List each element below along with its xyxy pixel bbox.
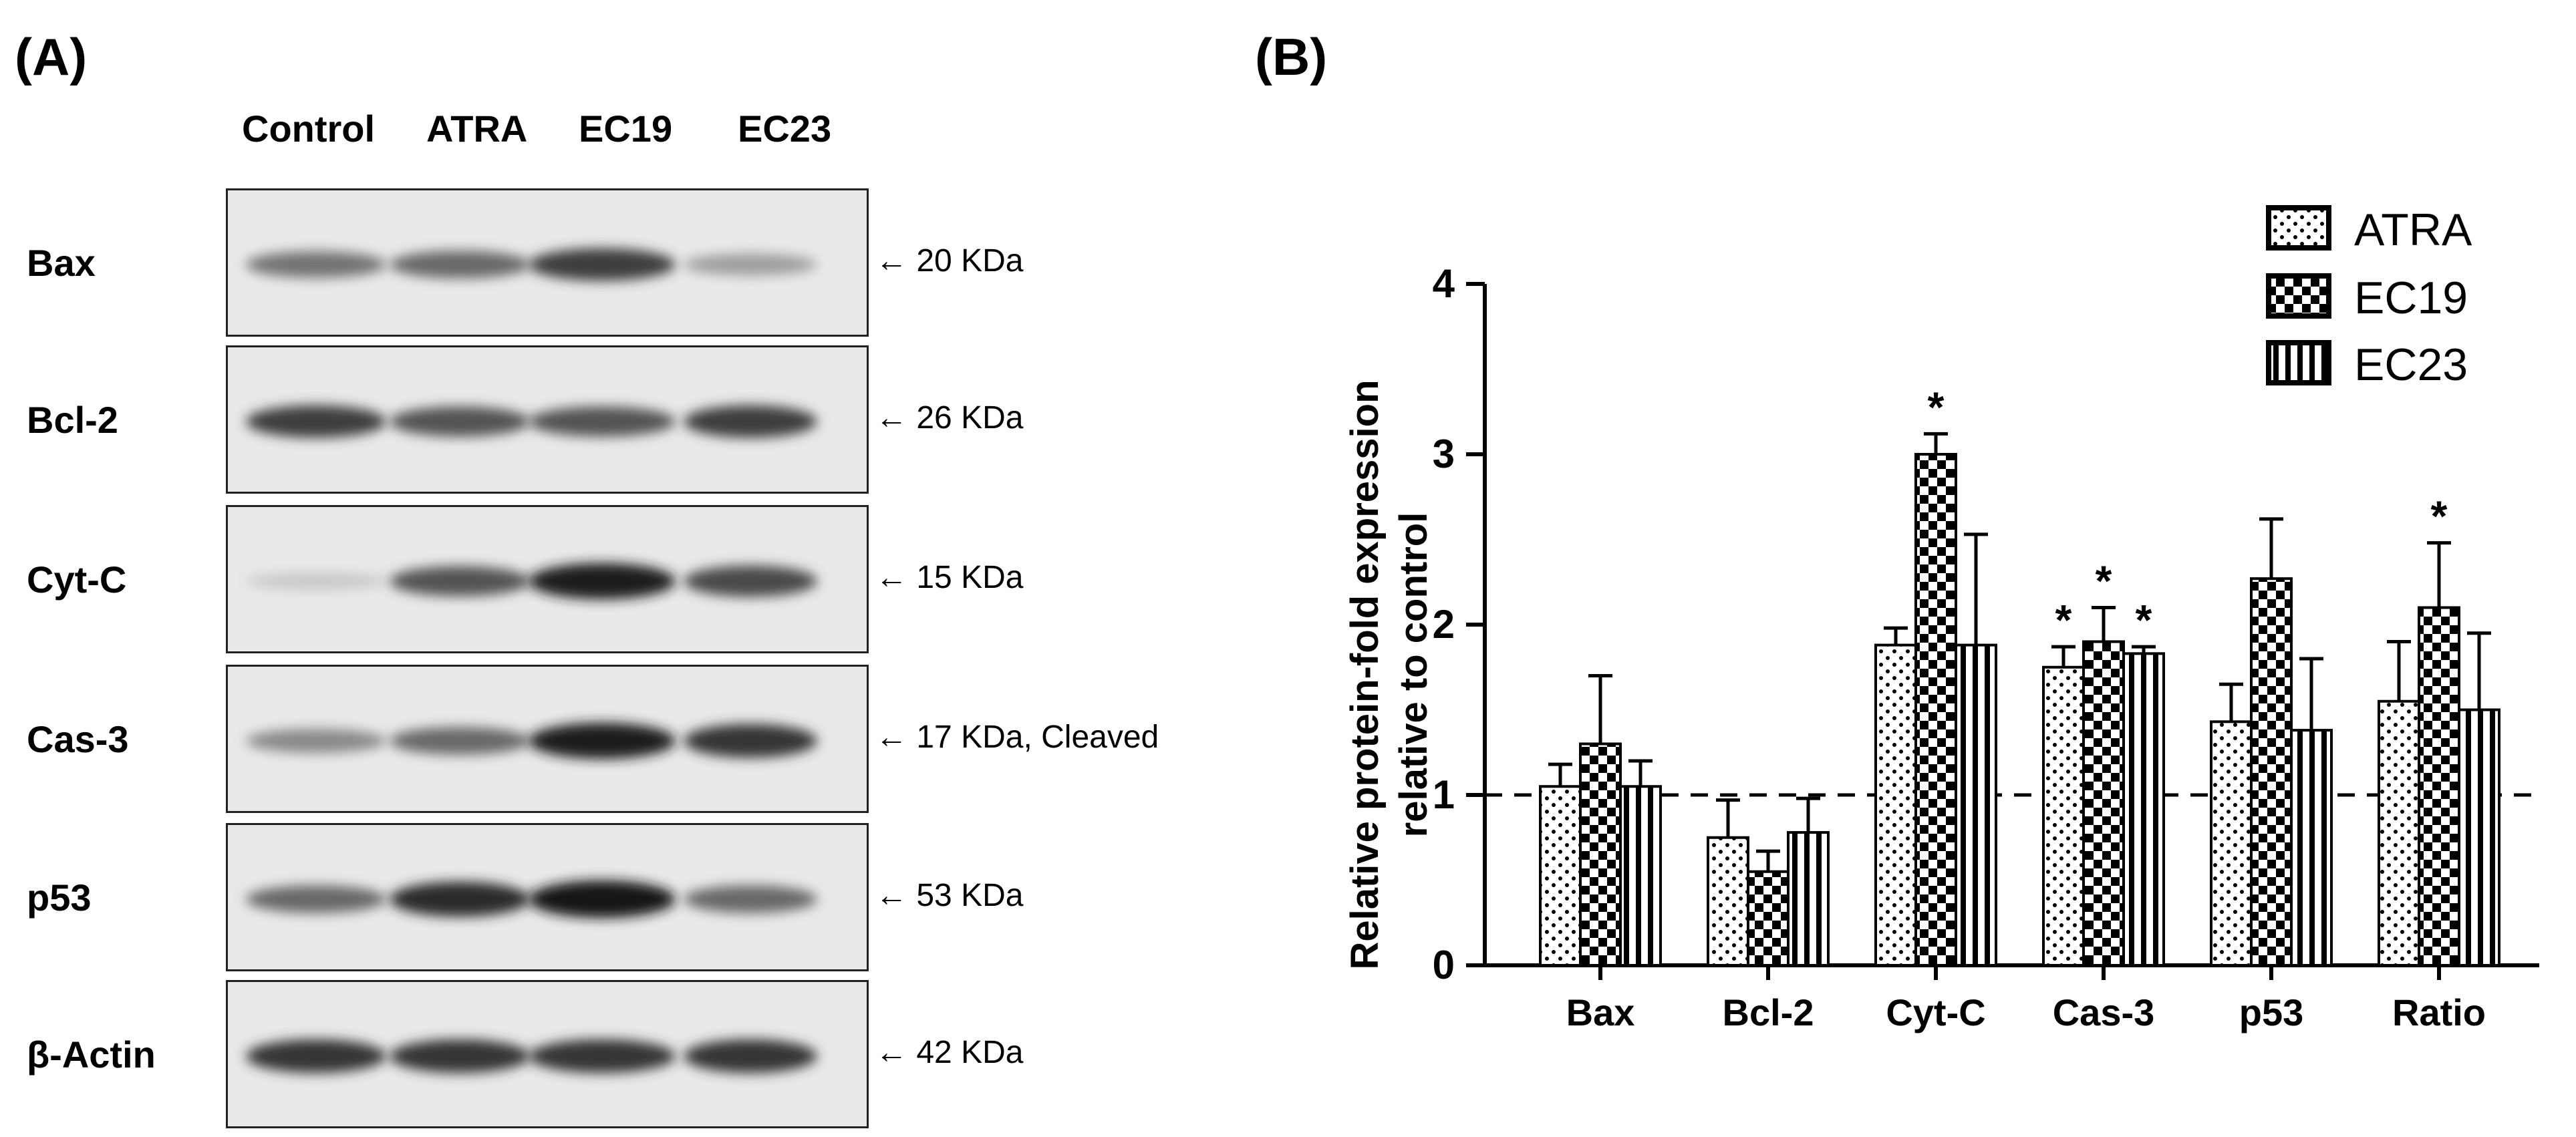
blot-band [684, 723, 817, 758]
bar-ec23-p53 [2290, 729, 2333, 967]
blot-p53 [226, 823, 869, 971]
blot-band [246, 251, 386, 278]
blot-band [684, 253, 817, 276]
bar-atra-ratio [2378, 699, 2420, 967]
blot-band [684, 565, 817, 597]
bar-atra-bax [1539, 785, 1582, 967]
protein-label: Cas-3 [27, 718, 129, 760]
blot-band [390, 1039, 530, 1074]
x-tick-label: p53 [2239, 991, 2304, 1033]
legend-label-ec23: EC23 [2354, 339, 2468, 390]
bar-atra-cyt-c [1874, 643, 1917, 967]
blot-band [684, 885, 817, 913]
blot-band [390, 881, 530, 917]
x-tick-label: Bcl-2 [1723, 991, 1814, 1033]
lane-label-atra: ATRA [426, 108, 528, 150]
molecular-weight-label: ← 26 KDa [875, 400, 1024, 436]
x-tick-label: Cas-3 [2053, 991, 2155, 1033]
y-tick-label: 3 [1433, 432, 1455, 476]
panel-b-label: (B) [1255, 27, 1328, 86]
blot-cas-3 [226, 665, 869, 813]
significance-marker: * [1928, 383, 1945, 431]
protein-label: β-Actin [27, 1033, 156, 1076]
blot-cyt-c [226, 505, 869, 653]
bar-ec23-cyt-c [1955, 643, 1997, 967]
blot-band [529, 1039, 676, 1074]
x-tick-label: Ratio [2392, 991, 2486, 1033]
molecular-weight-label: ← 53 KDa [875, 878, 1024, 913]
blot-band [684, 1039, 817, 1074]
protein-label: Cyt-C [27, 558, 127, 601]
y-tick-label: 2 [1433, 602, 1455, 647]
protein-label: p53 [27, 876, 92, 919]
significance-marker: * [2136, 596, 2152, 644]
panel-a-label: (A) [15, 27, 88, 86]
y-axis-label-line2: relative to control [1392, 512, 1435, 838]
blot-bcl-2 [226, 345, 869, 494]
bar-ec19-ratio [2418, 606, 2460, 967]
molecular-weight-label: ← 17 KDa, Cleaved [875, 719, 1159, 755]
blot-band [246, 405, 386, 438]
blot-band [529, 562, 676, 600]
legend-swatch-ec23 [2266, 340, 2331, 385]
legend-label-atra: ATRA [2354, 204, 2472, 255]
lane-label-ec19: EC19 [579, 108, 673, 150]
blot-band [246, 885, 386, 913]
blot-band [246, 1039, 386, 1074]
bar-ec19-bcl-2 [1747, 870, 1790, 967]
y-axis-label-line1: Relative protein-fold expression [1343, 379, 1387, 969]
x-tick-label: Bax [1566, 991, 1635, 1033]
blot-band [246, 573, 386, 590]
x-tick-label: Cyt-C [1886, 991, 1985, 1033]
blot-band [529, 722, 676, 760]
bar-ec19-cas-3 [2082, 640, 2125, 967]
bar-ec23-ratio [2458, 708, 2500, 967]
bar-atra-cas-3 [2042, 665, 2085, 967]
blot-band [684, 405, 817, 438]
bar-ec19-p53 [2250, 577, 2293, 967]
molecular-weight-label: ← 15 KDa [875, 560, 1024, 595]
blot-band [246, 728, 386, 754]
lane-label-control: Control [242, 108, 376, 150]
blot-band [390, 566, 530, 597]
legend-label-ec19: EC19 [2354, 273, 2468, 323]
molecular-weight-label: ← 20 KDa [875, 243, 1024, 279]
blot-band [390, 406, 530, 437]
blot-band [529, 880, 676, 918]
blot--actin [226, 980, 869, 1128]
blot-band [390, 727, 530, 755]
legend-swatch-atra [2266, 205, 2331, 251]
legend-swatch-ec19 [2266, 273, 2331, 319]
blot-band [529, 248, 676, 281]
y-tick-label: 4 [1433, 261, 1455, 306]
significance-marker: * [2431, 492, 2448, 540]
significance-marker: * [2096, 557, 2112, 605]
protein-label: Bcl-2 [27, 399, 118, 441]
bar-ec23-cas-3 [2122, 652, 2165, 967]
bar-ec19-cyt-c [1914, 453, 1957, 967]
blot-bax [226, 188, 869, 337]
significance-marker: * [2055, 596, 2072, 644]
lane-label-ec23: EC23 [738, 108, 832, 150]
bar-atra-p53 [2210, 720, 2253, 967]
protein-label: Bax [27, 242, 96, 284]
y-tick-label: 0 [1433, 943, 1455, 987]
bar-ec19-bax [1579, 742, 1622, 967]
bar-ec23-bax [1619, 785, 1662, 967]
blot-band [390, 251, 530, 279]
y-tick-label: 1 [1433, 772, 1455, 817]
bar-ec23-bcl-2 [1787, 831, 1830, 967]
molecular-weight-label: ← 42 KDa [875, 1035, 1024, 1070]
blot-band [529, 406, 676, 437]
bar-atra-bcl-2 [1707, 836, 1749, 967]
